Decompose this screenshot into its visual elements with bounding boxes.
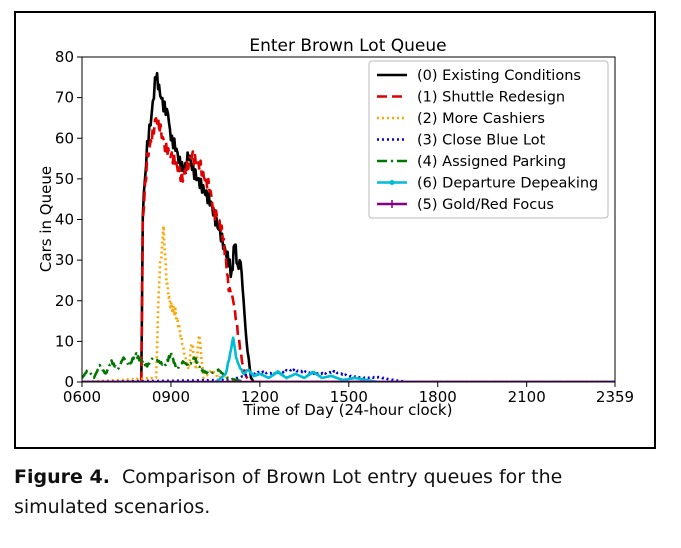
caption-label: Figure 4. [14, 466, 110, 488]
series-line-2 [82, 224, 615, 382]
legend-marker [389, 180, 395, 185]
legend-label: (4) Assigned Parking [417, 154, 566, 170]
x-tick-label: 0900 [152, 388, 190, 406]
legend-label: (0) Existing Conditions [417, 68, 581, 84]
y-tick-label: 40 [55, 211, 74, 229]
x-tick-label: 1500 [330, 388, 368, 406]
legend-label: (6) Departure Depeaking [417, 176, 598, 192]
series-line-4 [82, 350, 615, 382]
y-tick-label: 0 [64, 373, 74, 391]
legend: (0) Existing Conditions (1) Shuttle Redes… [368, 60, 609, 219]
ticks-layer: 0 10 20 30 40 50 60 70 80 0600 0900 1200 1500 1800 210… [55, 48, 634, 406]
caption-text: Comparison of Brown Lot entry queues for… [14, 466, 563, 518]
series-line-0 [82, 71, 615, 382]
x-tick-label: 2100 [508, 388, 546, 406]
y-tick-label: 50 [55, 170, 74, 188]
chart-title: Enter Brown Lot Queue [249, 36, 446, 56]
x-tick-label: 1800 [419, 388, 457, 406]
figure-caption: Figure 4. Comparison of Brown Lot entry … [14, 462, 654, 522]
legend-label: (2) More Cashiers [417, 111, 545, 127]
x-tick-label: 1200 [241, 388, 279, 406]
y-tick-label: 70 [55, 89, 74, 107]
legend-box [368, 60, 609, 219]
x-axis-label: Time of Day (24-hour clock) [243, 401, 453, 419]
y-tick-label: 10 [55, 332, 74, 350]
x-tick-label: 0600 [63, 388, 101, 406]
y-tick-label: 60 [55, 129, 74, 147]
legend-label: (3) Close Blue Lot [417, 133, 546, 149]
x-tick-label: 2359 [596, 388, 634, 406]
y-tick-label: 80 [55, 48, 74, 66]
y-tick-label: 30 [55, 251, 74, 269]
y-axis-label: Cars in Queue [37, 166, 55, 272]
series-line-5 [82, 336, 615, 382]
y-tick-label: 20 [55, 292, 74, 310]
series-line-1 [82, 117, 615, 382]
legend-label: (5) Gold/Red Focus [417, 197, 554, 213]
series-layer [82, 71, 615, 382]
legend-label: (1) Shuttle Redesign [417, 90, 565, 106]
